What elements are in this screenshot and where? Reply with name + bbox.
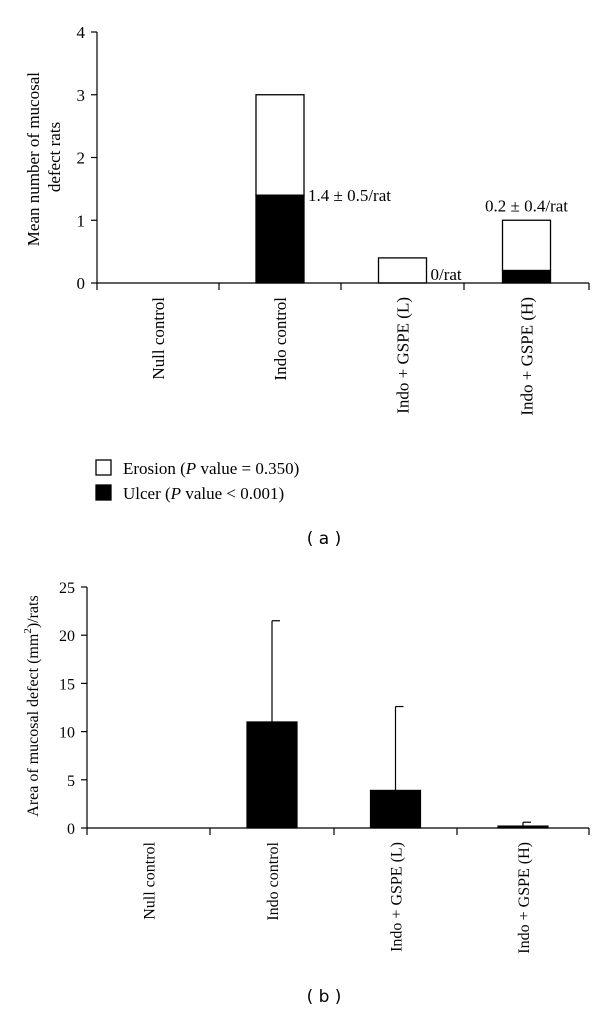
legend-item-ulcer: Ulcer (P value < 0.001)	[95, 484, 284, 503]
y-tick-label: 25	[59, 580, 75, 597]
y-tick-label: 3	[77, 86, 86, 105]
bar-indo-gspe-l	[369, 789, 422, 829]
chart-a-axes	[96, 32, 590, 290]
bar-indo-control	[246, 721, 298, 829]
y-tick-label: 1	[77, 211, 86, 230]
y-tick-label: 15	[59, 676, 75, 693]
y-tick-label: 20	[59, 628, 75, 645]
chart-b-error-bars	[271, 620, 531, 827]
y-tick-label: 4	[77, 23, 86, 42]
y-tick-label: 5	[67, 773, 75, 790]
x-tick-label: Null control	[149, 297, 168, 380]
chart-b: Area of mucosal defect (mm2)/rats 0 5 10 15…	[22, 580, 590, 1007]
bar-ulcer-indo-control	[255, 194, 305, 284]
x-tick-label: Indo control	[271, 297, 290, 381]
legend-label-erosion: Erosion (P value = 0.350)	[123, 459, 299, 478]
chart-a-category-labels: Null control Indo control Indo + GSPE (L) I…	[149, 297, 537, 416]
chart-a-annotations: 1.4 ± 0.5/rat 0/rat 0.2 ± 0.4/rat	[308, 186, 568, 284]
y-tick-label: 2	[77, 149, 86, 168]
chart-a-ylabel-line1: Mean number of mucosal	[24, 72, 43, 246]
chart-a: Mean number of mucosal defect rats 0 1 2 3 4…	[24, 23, 590, 549]
bar-erosion-indo-control	[255, 94, 305, 196]
chart-a-ylabel-line2: defect rats	[45, 122, 64, 192]
panel-b-label: ( b )	[307, 987, 342, 1007]
chart-b-ylabel: Area of mucosal defect (mm2)/rats	[22, 595, 42, 816]
x-tick-label: Indo + GSPE (L)	[389, 842, 406, 952]
bar-ulcer-indo-gspe-h	[501, 269, 552, 284]
bar-erosion-indo-gspe-h	[501, 219, 552, 272]
panel-a-label: ( a )	[307, 529, 342, 549]
chart-a-bars	[255, 94, 552, 284]
chart-b-axes	[86, 587, 590, 835]
x-tick-label: Indo + GSPE (H)	[516, 842, 533, 954]
x-tick-label: Indo + GSPE (H)	[518, 297, 537, 416]
legend-swatch-erosion	[95, 459, 112, 476]
chart-b-category-labels: Null control Indo control Indo + GSPE (L) I…	[142, 841, 534, 953]
annotation-indo-control: 1.4 ± 0.5/rat	[308, 186, 391, 205]
bar-erosion-indo-gspe-l	[377, 257, 428, 284]
chart-a-legend: Erosion (P value = 0.350) Ulcer (P value…	[95, 459, 299, 503]
y-tick-label: 10	[59, 725, 75, 742]
legend-label-ulcer: Ulcer (P value < 0.001)	[123, 484, 284, 503]
legend-item-erosion: Erosion (P value = 0.350)	[95, 459, 299, 478]
y-tick-label: 0	[67, 821, 75, 838]
x-tick-label: Indo + GSPE (L)	[394, 297, 413, 414]
annotation-indo-gspe-h: 0.2 ± 0.4/rat	[485, 196, 568, 215]
chart-a-ylabel: Mean number of mucosal defect rats	[24, 68, 64, 246]
chart-b-bars	[246, 721, 549, 829]
chart-a-y-ticks: 0 1 2 3 4	[77, 23, 97, 293]
x-tick-label: Null control	[142, 841, 159, 919]
annotation-indo-gspe-l: 0/rat	[431, 265, 462, 284]
legend-swatch-ulcer	[95, 484, 112, 501]
y-tick-label: 0	[77, 274, 86, 293]
chart-b-y-ticks: 0 5 10 15 20 25	[59, 580, 87, 838]
x-tick-label: Indo control	[265, 841, 282, 920]
